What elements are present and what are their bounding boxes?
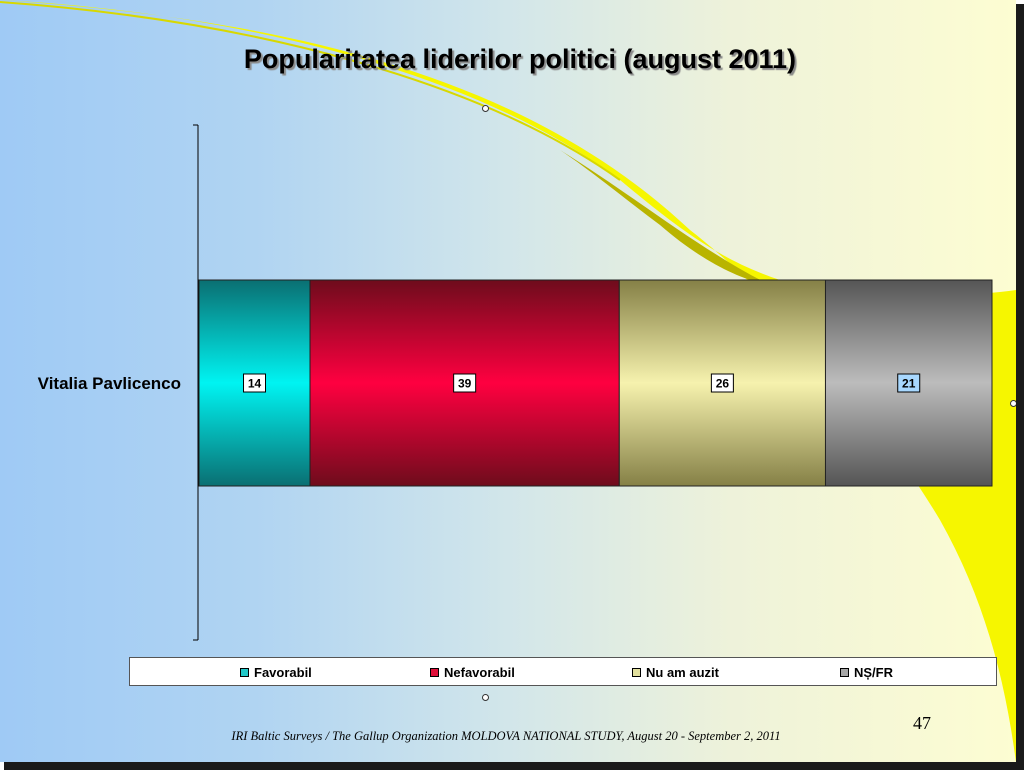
data-label-box — [243, 373, 267, 393]
chart-title: Popularitatea liderilor politici (august… — [243, 44, 797, 74]
legend: Favorabil Nefavorabil Nu am auzit NȘ/FR — [129, 657, 997, 686]
legend-item-nefavorabil: Nefavorabil — [430, 665, 515, 680]
legend-swatch-icon — [632, 668, 641, 677]
thin-arc — [0, 1, 621, 181]
data-label-ns-fr: 21 — [902, 377, 916, 391]
legend-swatch-icon — [430, 668, 439, 677]
legend-swatch-icon — [840, 668, 849, 677]
slide-shadow — [4, 762, 1024, 770]
page-number: 47 — [913, 713, 931, 733]
data-label-favorabil: 14 — [248, 377, 262, 391]
category-label: Vitalia Pavlicenco — [38, 374, 181, 393]
bar-series-group: 14 39 26 21 — [198, 279, 993, 487]
data-label-box — [897, 373, 921, 393]
data-label-nu-am-auzit: 26 — [716, 377, 730, 391]
footer-source: IRI Baltic Surveys / The Gallup Organiza… — [231, 729, 781, 743]
selection-handle-top[interactable] — [482, 105, 489, 112]
selection-handle-bottom[interactable] — [482, 694, 489, 701]
legend-item-favorabil: Favorabil — [240, 665, 312, 680]
legend-item-ns-fr: NȘ/FR — [840, 665, 893, 680]
data-label-box — [710, 373, 734, 393]
slide-shadow — [1016, 4, 1024, 770]
selection-handle-right[interactable] — [1010, 400, 1016, 407]
olive-curve — [560, 150, 770, 285]
data-label-box — [453, 373, 477, 393]
y-axis — [193, 124, 199, 641]
legend-label: Favorabil — [254, 665, 312, 680]
data-label-nefavorabil: 39 — [458, 377, 472, 391]
legend-label: Nefavorabil — [444, 665, 515, 680]
legend-item-nu-am-auzit: Nu am auzit — [632, 665, 719, 680]
legend-label: Nu am auzit — [646, 665, 719, 680]
legend-label: NȘ/FR — [854, 665, 893, 680]
legend-swatch-icon — [240, 668, 249, 677]
